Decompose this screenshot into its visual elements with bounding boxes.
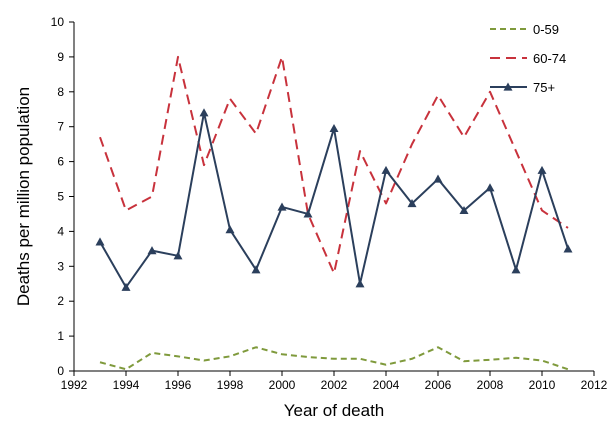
x-tick-label: 2006 [425,378,452,392]
y-tick-label: 2 [57,294,64,308]
x-tick-label: 2004 [373,378,400,392]
x-tick-label: 2002 [321,378,348,392]
data-point [381,165,391,174]
series-60-74 [99,55,569,275]
x-tick-label: 1994 [113,378,140,392]
data-point [225,225,235,234]
y-tick-label: 0 [57,364,64,378]
x-axis-title: Year of death [284,401,385,420]
legend-item-60-74: 60-74 [490,51,566,66]
y-tick-label: 3 [57,259,64,273]
legend-item-0-59: 0-59 [490,22,559,37]
data-point [433,174,443,183]
series-line-60-74 [99,55,569,275]
data-point [407,198,417,208]
data-point [173,251,183,260]
x-tick-label: 2008 [477,378,504,392]
x-tick-label: 2000 [269,378,296,392]
y-axis-title: Deaths per million population [14,87,33,306]
y-tick-label: 7 [57,120,64,134]
legend-marker [503,82,513,91]
x-tick-label: 2010 [529,378,556,392]
y-tick-label: 10 [51,15,65,29]
data-point [459,205,469,215]
y-tick-label: 4 [57,224,64,238]
data-point [537,165,547,174]
y-tick-label: 5 [57,190,64,204]
legend-item-75+: 75+ [490,80,555,95]
axis-ticks: 1992 1994 1996 1998 2000 2002 2004 2006 2008 2010… [51,15,608,392]
data-point [303,209,313,218]
series-75+ [95,108,573,291]
data-point [485,183,495,192]
legend: 0-59 60-74 75+ [490,22,566,95]
data-point [511,265,521,274]
y-tick-label: 6 [57,155,64,169]
series-0-59 [99,346,569,371]
legend-label: 60-74 [533,51,566,66]
axes [73,22,594,372]
data-point [121,282,131,291]
data-point [147,246,157,255]
x-tick-label: 1998 [217,378,244,392]
series-layer [95,55,573,371]
x-tick-label: 2012 [581,378,608,392]
series-line-75+ [99,111,569,289]
data-point [199,108,209,117]
legend-label: 75+ [533,80,555,95]
data-point [355,279,365,288]
data-point [95,237,105,246]
data-point [277,202,287,211]
x-tick-label: 1992 [61,378,88,392]
data-point [563,244,573,253]
legend-label: 0-59 [533,22,559,37]
series-line-0-59 [99,346,569,371]
y-tick-label: 8 [57,85,64,99]
y-tick-label: 9 [57,50,64,64]
data-point [329,123,339,133]
x-tick-label: 1996 [165,378,192,392]
y-tick-label: 1 [57,329,64,343]
data-point [251,265,261,274]
